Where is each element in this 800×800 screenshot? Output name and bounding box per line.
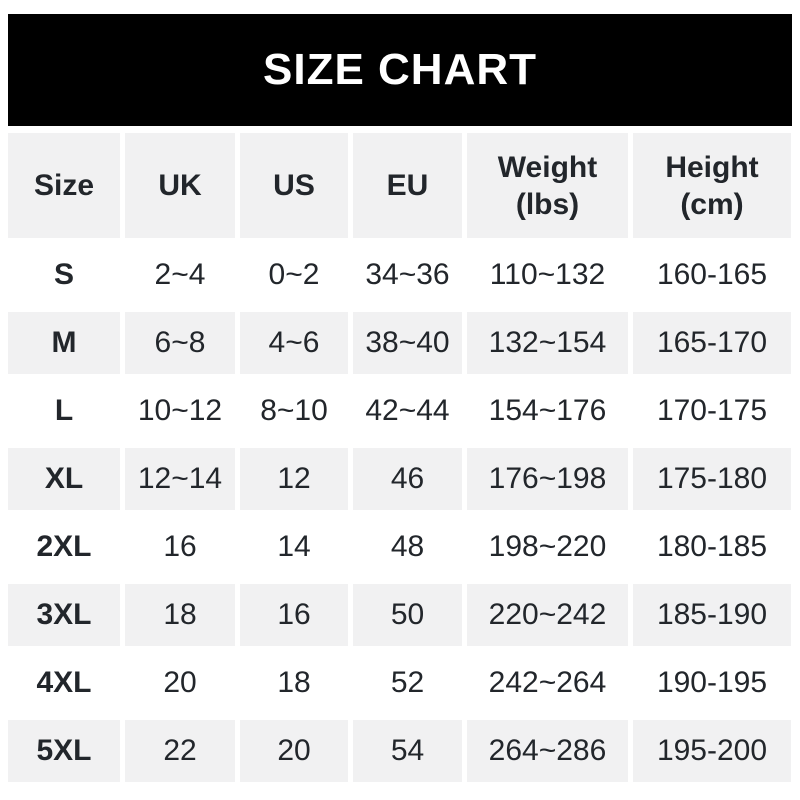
column-header-weight: Weight (lbs) [467, 133, 628, 238]
title-banner: SIZE CHART [8, 14, 792, 126]
uk-cell: 6~8 [125, 312, 235, 374]
size-cell: XL [8, 448, 120, 510]
weight-cell: 176~198 [467, 448, 628, 510]
us-cell: 12 [240, 448, 348, 510]
eu-cell: 54 [353, 720, 462, 782]
weight-cell: 154~176 [467, 380, 628, 442]
column-header-us: US [240, 133, 348, 238]
size-cell: 5XL [8, 720, 120, 782]
height-cell: 165-170 [633, 312, 791, 374]
eu-cell: 50 [353, 584, 462, 646]
height-cell: 175-180 [633, 448, 791, 510]
eu-cell: 42~44 [353, 380, 462, 442]
weight-cell: 264~286 [467, 720, 628, 782]
uk-cell: 10~12 [125, 380, 235, 442]
column-header-size: Size [8, 133, 120, 238]
us-cell: 20 [240, 720, 348, 782]
weight-cell: 220~242 [467, 584, 628, 646]
eu-cell: 34~36 [353, 244, 462, 306]
uk-cell: 22 [125, 720, 235, 782]
height-cell: 195-200 [633, 720, 791, 782]
us-cell: 14 [240, 516, 348, 578]
column-header-uk: UK [125, 133, 235, 238]
height-cell: 190-195 [633, 652, 791, 714]
us-cell: 4~6 [240, 312, 348, 374]
us-cell: 18 [240, 652, 348, 714]
height-cell: 180-185 [633, 516, 791, 578]
uk-cell: 18 [125, 584, 235, 646]
size-cell: L [8, 380, 120, 442]
size-cell: S [8, 244, 120, 306]
size-cell: 2XL [8, 516, 120, 578]
eu-cell: 48 [353, 516, 462, 578]
height-cell: 160-165 [633, 244, 791, 306]
uk-cell: 16 [125, 516, 235, 578]
size-cell: M [8, 312, 120, 374]
eu-cell: 46 [353, 448, 462, 510]
weight-cell: 198~220 [467, 516, 628, 578]
weight-cell: 242~264 [467, 652, 628, 714]
size-cell: 4XL [8, 652, 120, 714]
uk-cell: 12~14 [125, 448, 235, 510]
us-cell: 8~10 [240, 380, 348, 442]
weight-cell: 110~132 [467, 244, 628, 306]
column-header-height: Height (cm) [633, 133, 791, 238]
us-cell: 0~2 [240, 244, 348, 306]
page-title: SIZE CHART [263, 45, 537, 94]
us-cell: 16 [240, 584, 348, 646]
height-cell: 170-175 [633, 380, 791, 442]
height-cell: 185-190 [633, 584, 791, 646]
uk-cell: 20 [125, 652, 235, 714]
column-header-eu: EU [353, 133, 462, 238]
eu-cell: 52 [353, 652, 462, 714]
size-cell: 3XL [8, 584, 120, 646]
weight-cell: 132~154 [467, 312, 628, 374]
uk-cell: 2~4 [125, 244, 235, 306]
eu-cell: 38~40 [353, 312, 462, 374]
size-chart-table: Size UK US EU Weight (lbs) Height (cm) S… [8, 133, 791, 782]
